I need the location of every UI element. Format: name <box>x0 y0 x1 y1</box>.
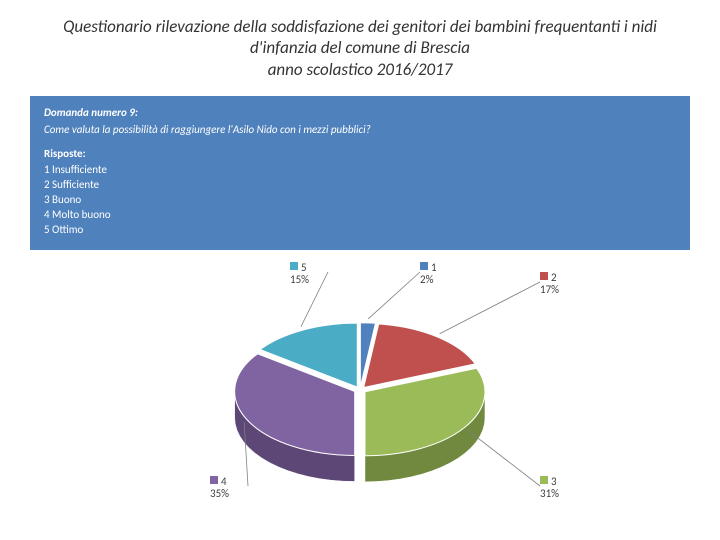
title-line-1: Questionario rilevazione della soddisfaz… <box>40 16 680 37</box>
pie-slice-label: 217% <box>540 272 559 296</box>
slice-key: 1 <box>431 261 437 274</box>
legend-swatch-icon <box>290 262 298 270</box>
slice-percent: 15% <box>290 273 309 286</box>
slice-key: 4 <box>221 475 227 488</box>
slice-percent: 17% <box>540 283 559 296</box>
title-line-2: d'infanzia del comune di Brescia <box>40 37 680 58</box>
slice-key: 3 <box>551 475 557 488</box>
slice-percent: 35% <box>210 487 229 500</box>
legend-swatch-icon <box>420 262 428 270</box>
slice-key: 5 <box>301 261 307 274</box>
pie-slice-label: 12% <box>420 262 437 286</box>
page-title: Questionario rilevazione della soddisfaz… <box>0 0 720 86</box>
pie-slice-label: 515% <box>290 262 309 286</box>
answers-heading: Risposte: <box>44 147 676 162</box>
answer-option: 4 Molto buono <box>44 208 676 223</box>
pie-leader-line <box>468 430 540 486</box>
pie-leader-line <box>440 282 540 334</box>
answer-option: 2 Sufficiente <box>44 178 676 193</box>
title-line-3: anno scolastico 2016/2017 <box>40 59 680 80</box>
slice-percent: 2% <box>420 273 433 286</box>
pie-chart: 12% 217% 331% 435% 515% <box>0 250 720 540</box>
pie-leader-line <box>368 272 420 319</box>
slice-percent: 31% <box>540 487 559 500</box>
legend-swatch-icon <box>540 476 548 484</box>
pie-chart-svg <box>0 250 720 540</box>
legend-swatch-icon <box>210 476 218 484</box>
question-number: Domanda numero 9: <box>44 106 676 121</box>
legend-swatch-icon <box>540 272 548 280</box>
question-text: Come valuta la possibilità di raggiunger… <box>44 123 676 138</box>
answer-option: 5 Ottimo <box>44 223 676 238</box>
pie-slice-label: 331% <box>540 476 559 500</box>
question-panel: Domanda numero 9: Come valuta la possibi… <box>30 96 690 250</box>
pie-slice-label: 435% <box>210 476 229 500</box>
slice-key: 2 <box>551 271 557 284</box>
answer-option: 3 Buono <box>44 193 676 208</box>
answer-option: 1 Insufficiente <box>44 163 676 178</box>
